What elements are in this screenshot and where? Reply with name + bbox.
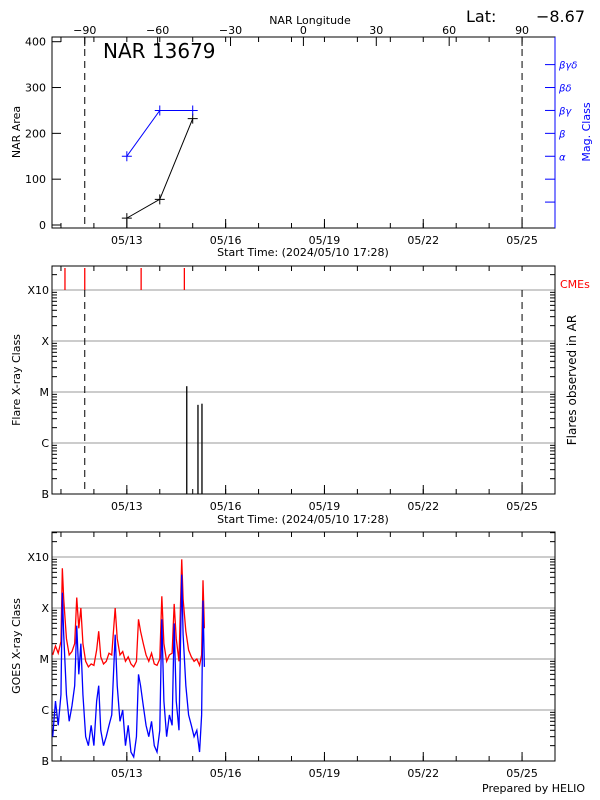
panel1-ylabel: NAR Area [10, 106, 23, 158]
lat-value: −8.67 [536, 7, 585, 26]
y2-tick-label: β [558, 129, 566, 140]
x-tick-label: 05/19 [309, 767, 341, 780]
y-tick-label: 0 [39, 219, 46, 232]
lat-label: Lat: [466, 7, 496, 26]
top-tick-label: −30 [219, 24, 242, 37]
y-tick-label: 100 [25, 173, 46, 186]
cme-label: CMEs [560, 278, 590, 291]
region-title: NAR 13679 [103, 39, 216, 63]
y2-tick-label: βγδ [558, 61, 577, 72]
x-tick-label: 05/19 [309, 500, 341, 513]
top-tick-label: 30 [369, 24, 383, 37]
y-tick-label: X10 [27, 551, 49, 564]
y-tick-label: 300 [25, 82, 46, 95]
mag-class-point [154, 105, 165, 116]
area-point [154, 194, 165, 205]
x-tick-label: 05/16 [210, 234, 242, 247]
y-tick-label: C [41, 704, 49, 717]
x-tick-label: 05/22 [407, 500, 439, 513]
x-tick-label: 05/16 [210, 767, 242, 780]
panel1-xlabel: Start Time: (2024/05/10 17:28) [217, 246, 389, 259]
x-tick-label: 05/13 [111, 767, 143, 780]
panel2-frame [51, 265, 556, 495]
y-tick-label: X [41, 602, 49, 615]
x-tick-label: 05/19 [309, 234, 341, 247]
mag-class-line [126, 109, 193, 157]
mag-class-point [121, 151, 132, 162]
top-tick-label: −90 [73, 24, 96, 37]
y2-tick-label: α [559, 152, 566, 163]
y-tick-label: M [40, 386, 50, 399]
mag-class-point [187, 105, 198, 116]
x-tick-label: 05/25 [506, 500, 538, 513]
y-tick-label: B [41, 755, 49, 768]
panel3-ylabel: GOES X-ray Class [10, 598, 23, 694]
y-tick-label: C [41, 437, 49, 450]
top-tick-label: 0 [300, 24, 307, 37]
x-tick-label: 05/22 [407, 234, 439, 247]
y-tick-label: X [41, 335, 49, 348]
y-tick-label: X10 [27, 284, 49, 297]
panel2-ylabel: Flare X-ray Class [10, 334, 23, 426]
x-tick-label: 05/25 [506, 767, 538, 780]
top-axis-title: NAR Longitude [269, 14, 351, 27]
x-tick-label: 05/16 [210, 500, 242, 513]
panel2-xlabel: Start Time: (2024/05/10 17:28) [217, 513, 389, 526]
x-tick-label: 05/22 [407, 767, 439, 780]
x-tick-label: 05/25 [506, 234, 538, 247]
top-tick-label: −60 [146, 24, 169, 37]
y-tick-label: 200 [25, 127, 46, 140]
y2-tick-label: βδ [558, 84, 572, 95]
y-tick-label: 400 [25, 36, 46, 49]
area-point [121, 213, 132, 224]
y-tick-label: B [41, 488, 49, 501]
panel2-y2label: Flares observed in AR [565, 315, 579, 445]
panel1-frame [51, 36, 556, 229]
panel3-frame [51, 531, 556, 762]
x-tick-label: 05/13 [111, 234, 143, 247]
top-tick-label: 60 [442, 24, 456, 37]
goes-short-channel-line [52, 574, 206, 759]
footer-credit: Prepared by HELIO [482, 782, 585, 795]
x-tick-label: 05/13 [111, 500, 143, 513]
top-tick-label: 90 [515, 24, 529, 37]
panel1-y2label: Mag. Class [580, 102, 593, 161]
y2-tick-label: βγ [558, 106, 572, 117]
y-tick-label: M [40, 653, 50, 666]
